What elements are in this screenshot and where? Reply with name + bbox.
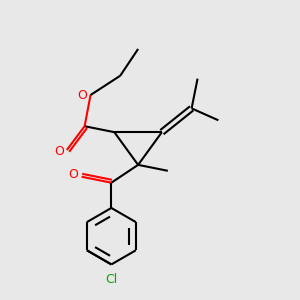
Text: O: O — [68, 168, 78, 181]
Text: O: O — [77, 88, 87, 101]
Text: O: O — [54, 145, 64, 158]
Text: Cl: Cl — [105, 273, 118, 286]
